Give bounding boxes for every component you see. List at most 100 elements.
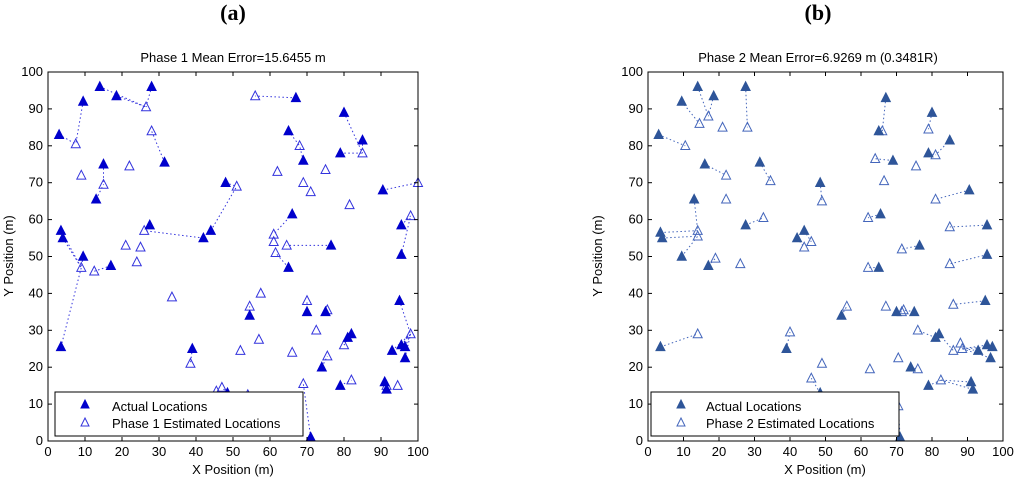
y-tick-label: 20	[29, 359, 43, 374]
estimated-location-point	[305, 185, 317, 197]
y-tick-label: 100	[21, 64, 43, 79]
actual-location-point	[386, 344, 398, 355]
estimated-location-point	[765, 174, 776, 186]
x-tick-label: 80	[925, 444, 939, 459]
error-line	[80, 256, 84, 268]
actual-location-point	[923, 379, 934, 390]
actual-location-point	[111, 89, 122, 101]
y-tick-label: 40	[29, 285, 43, 300]
y-tick-label: 60	[29, 212, 43, 227]
error-line	[210, 186, 238, 231]
y-tick-label: 0	[636, 433, 643, 448]
x-tick-label: 100	[407, 444, 429, 459]
actual-location-point	[887, 154, 899, 165]
x-tick-label: 30	[152, 444, 166, 459]
error-line	[75, 101, 84, 145]
actual-location-point	[655, 340, 666, 352]
estimated-location-point	[878, 174, 890, 186]
estimated-location-point	[898, 303, 909, 315]
estimated-location-point	[694, 117, 705, 128]
actual-location-point	[346, 327, 357, 339]
actual-location-point	[972, 344, 984, 355]
error-line	[785, 332, 791, 349]
estimated-location-point	[692, 230, 704, 241]
estimated-location-point	[692, 327, 704, 339]
actual-location-point	[399, 351, 411, 363]
estimated-location-point	[679, 139, 691, 151]
legend-actual-label: Actual Locations	[112, 399, 208, 414]
estimated-location-point	[253, 333, 265, 344]
y-axis-label: Y Position (m)	[590, 215, 605, 296]
legend-actual-marker	[676, 398, 686, 409]
panel-label: (b)	[805, 0, 832, 25]
actual-location-point	[144, 219, 156, 230]
y-tick-label: 20	[629, 359, 643, 374]
estimated-location-point	[216, 381, 228, 392]
estimated-location-point	[346, 374, 357, 385]
error-line	[927, 112, 933, 130]
error-line	[697, 86, 709, 117]
actual-location-point	[394, 294, 405, 306]
actual-location-point	[688, 193, 700, 204]
actual-location-point	[283, 261, 294, 272]
y-tick-label: 30	[629, 322, 643, 337]
estimated-location-point	[88, 265, 100, 276]
markers	[53, 80, 424, 442]
error-line	[399, 300, 412, 335]
estimated-location-point	[862, 261, 874, 272]
actual-location-point	[979, 294, 991, 306]
error-line	[953, 300, 986, 305]
estimated-location-point	[405, 327, 416, 339]
y-tick-label: 40	[629, 285, 643, 300]
x-tick-label: 0	[44, 444, 51, 459]
chart-title: Phase 1 Mean Error=15.6455 m	[140, 50, 325, 65]
actual-location-point	[692, 80, 704, 92]
estimated-location-point	[405, 209, 416, 221]
legend-estimated-label: Phase 1 Estimated Locations	[112, 416, 281, 431]
actual-location-point	[186, 342, 198, 353]
actual-location-point	[880, 91, 892, 103]
y-tick-label: 70	[629, 175, 643, 190]
x-tick-label: 50	[226, 444, 240, 459]
estimated-location-point	[297, 377, 309, 389]
actual-location-point	[985, 351, 996, 363]
x-tick-label: 40	[189, 444, 203, 459]
estimated-location-point	[268, 235, 280, 246]
estimated-location-point	[70, 137, 82, 149]
actual-location-point	[740, 80, 751, 92]
estimated-location-point	[281, 239, 292, 250]
y-tick-label: 80	[629, 138, 643, 153]
error-line	[810, 378, 821, 394]
error-line	[189, 348, 193, 364]
estimated-location-point	[320, 163, 331, 175]
actual-location-point	[873, 124, 885, 136]
error-line	[935, 189, 970, 200]
actual-location-point	[656, 231, 668, 243]
x-tick-label: 30	[747, 444, 761, 459]
x-tick-label: 70	[300, 444, 314, 459]
estimated-location-point	[255, 287, 267, 298]
actual-location-point	[338, 106, 350, 117]
error-line	[660, 230, 698, 234]
error-line	[95, 184, 104, 200]
actual-location-point	[933, 327, 945, 339]
actual-location-point	[301, 305, 313, 317]
actual-location-point	[399, 340, 411, 352]
actual-location-point	[963, 183, 975, 195]
panel-a: (a) Phase 1 Mean Error=15.6455 m 0 10 20 30…	[1, 0, 429, 477]
y-axis-label: Y Position (m)	[1, 215, 16, 296]
estimated-location-point	[862, 211, 874, 223]
estimated-location-point	[880, 300, 892, 311]
estimated-location-point	[923, 123, 934, 134]
legend-estimated-label: Phase 2 Estimated Locations	[706, 416, 875, 431]
actual-location-point	[57, 231, 69, 243]
x-tick-label: 90	[960, 444, 974, 459]
error-line	[962, 344, 988, 350]
estimated-location-point	[816, 357, 828, 368]
estimated-location-point	[956, 342, 968, 353]
x-axis-label: X Position (m)	[192, 462, 274, 477]
error-line	[658, 134, 686, 147]
estimated-location-point	[140, 100, 152, 112]
estimated-location-point	[798, 241, 810, 252]
legend: Actual Locations Phase 1 Estimated Locat…	[54, 391, 304, 437]
